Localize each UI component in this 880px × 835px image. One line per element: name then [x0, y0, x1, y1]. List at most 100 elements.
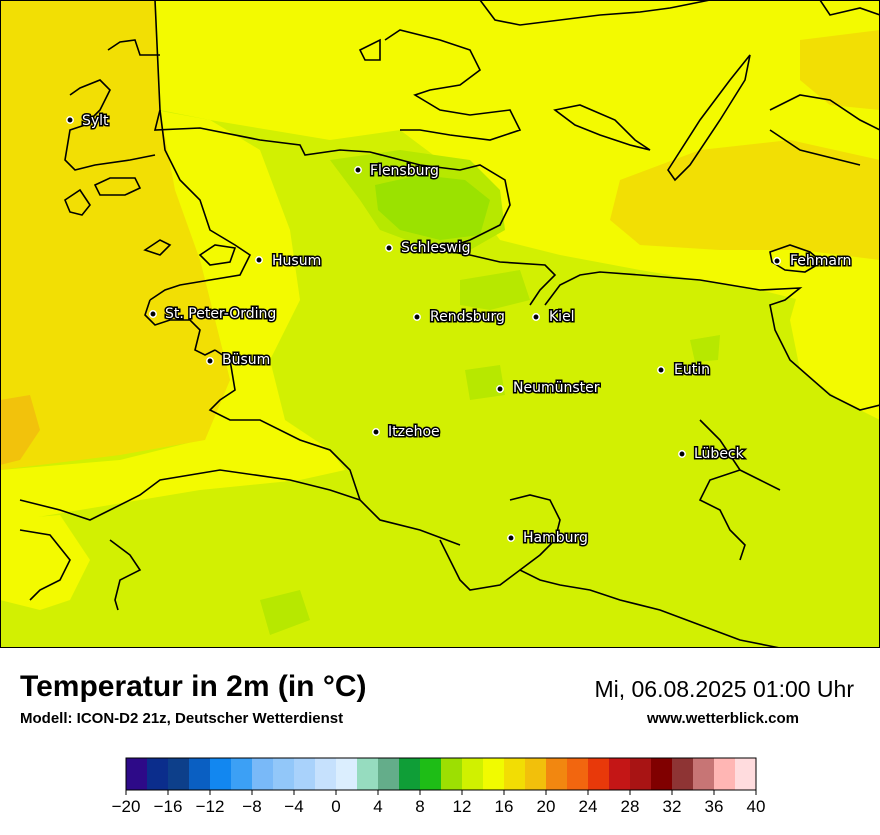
city-label-rendsburg: Rendsburg	[430, 309, 505, 325]
footer: Temperatur in 2m (in °C) Modell: ICON-D2…	[0, 648, 880, 830]
city-rendsburg: Rendsburg	[413, 308, 506, 327]
city-neumuenster: Neumünster	[496, 379, 601, 398]
field-warm-west	[0, 395, 40, 465]
colorbar-swatch	[126, 758, 148, 790]
colorbar-swatch	[168, 758, 190, 790]
coast-pellworm	[143, 239, 172, 256]
temperature-legend: −20 −16 −12 −8 −4 0 4 8 12 16 20 24 28 32 36 40	[0, 748, 880, 830]
field-orange-ne	[800, 30, 880, 110]
colorbar-swatch	[546, 758, 568, 790]
city-buesum: Büsum	[206, 351, 272, 370]
colorbar-swatch	[441, 758, 463, 790]
coast-elbe-south	[19, 529, 142, 611]
border-inner	[509, 494, 561, 571]
city-fehmarn: Fehmarn	[773, 252, 853, 271]
city-label-hamburg: Hamburg	[523, 530, 588, 546]
colorbar-swatch	[147, 758, 169, 790]
colorbar-tick-label: 0	[331, 797, 340, 816]
colorbar-swatch	[357, 758, 379, 790]
coast-nordstrand	[198, 244, 237, 266]
colorbar-swatch	[609, 758, 631, 790]
field-green-east	[690, 335, 720, 362]
colorbar-tick-label: −20	[112, 797, 141, 816]
model-subtitle: Modell: ICON-D2 21z, Deutscher Wetterdie…	[20, 710, 344, 727]
city-label-eutin: Eutin	[674, 362, 710, 378]
city-label-neumuenster: Neumünster	[513, 380, 600, 396]
coastlines	[0, 0, 880, 648]
colorbar-swatch	[567, 758, 589, 790]
field-yellow-east	[790, 275, 880, 420]
coast-foehr	[93, 177, 142, 196]
colorbar-swatch	[504, 758, 526, 790]
colorbar-swatch	[651, 758, 673, 790]
city-eutin: Eutin	[657, 361, 711, 380]
city-label-kiel: Kiel	[549, 309, 575, 325]
city-itzehoe: Itzehoe	[372, 423, 441, 442]
colorbar-swatch	[273, 758, 295, 790]
colorbar-swatch	[420, 758, 442, 790]
coast-mainland-north	[153, 0, 557, 306]
border-sh-mv	[698, 419, 781, 561]
colorbar-swatch	[399, 758, 421, 790]
border-hamburg	[439, 539, 781, 648]
colorbar-border	[125, 757, 757, 791]
colorbar-tick-label: −12	[196, 797, 225, 816]
colorbar-swatch	[588, 758, 610, 790]
coast-sylt	[64, 39, 160, 171]
colorbar-swatch	[672, 758, 694, 790]
coast-kiel-fjord	[544, 271, 880, 411]
city-label-st-peter-ording: St. Peter-Ording	[165, 306, 276, 322]
coast-danish-mainland	[479, 0, 880, 26]
field-yellow-sw	[0, 515, 90, 610]
colorbar-tick-label: 36	[705, 797, 724, 816]
city-markers: Sylt Flensburg Schleswig Husum Fehmarn S…	[66, 112, 853, 548]
coast-amrum	[64, 188, 91, 216]
colorbar-swatch	[189, 758, 211, 790]
coast-lolland	[769, 94, 880, 166]
colorbar-tick-label: −16	[154, 797, 183, 816]
city-label-schleswig: Schleswig	[401, 240, 470, 256]
colorbar-swatch	[252, 758, 274, 790]
colorbar-tick-label: 40	[747, 797, 766, 816]
map-title: Temperatur in 2m (in °C)	[20, 670, 367, 703]
colorbar-swatch	[378, 758, 400, 790]
city-husum: Husum	[255, 252, 323, 271]
coast-eckernfoerde	[384, 29, 522, 141]
colorbar-swatch	[336, 758, 358, 790]
colorbar-swatch	[735, 758, 757, 790]
temperature-map: Sylt Flensburg Schleswig Husum Fehmarn S…	[0, 0, 880, 648]
colorbar-tick-label: −8	[242, 797, 261, 816]
field-green-south	[260, 590, 310, 635]
city-label-husum: Husum	[272, 253, 321, 269]
field-orange-west	[0, 0, 230, 470]
city-label-flensburg: Flensburg	[370, 163, 439, 179]
field-darkgreen-angeln	[375, 175, 490, 240]
colorbar-swatch	[462, 758, 484, 790]
colorbar-tick-label: −4	[284, 797, 303, 816]
field-green-rendsburg	[460, 270, 530, 310]
colorbar-tick-label: 28	[621, 797, 640, 816]
colorbar-swatch	[210, 758, 232, 790]
city-kiel: Kiel	[532, 308, 576, 327]
coast-elbe-north	[19, 469, 361, 521]
coast-als	[358, 38, 381, 61]
city-schleswig: Schleswig	[385, 239, 472, 258]
forecast-datetime: Mi, 06.08.2025 01:00 Uhr	[594, 676, 854, 702]
field-yellow-west	[0, 110, 345, 520]
coast-husum-coast	[149, 109, 252, 301]
coast-dithmarschen	[208, 349, 461, 546]
city-label-sylt: Sylt	[82, 113, 109, 129]
colorbar-swatch	[525, 758, 547, 790]
coast-eiderstedt	[144, 299, 216, 356]
map-canvas: Sylt Flensburg Schleswig Husum Fehmarn S…	[0, 0, 880, 648]
colorbar-swatch	[693, 758, 715, 790]
city-flensburg: Flensburg	[354, 162, 440, 181]
colorbar-tick-label: 4	[373, 797, 382, 816]
city-st-peter-ording: St. Peter-Ording	[149, 305, 278, 324]
city-label-luebeck: Lübeck	[694, 446, 745, 462]
city-label-buesum: Büsum	[222, 352, 270, 368]
colorbar-tick-label: 24	[579, 797, 598, 816]
website-link[interactable]: www.wetterblick.com	[647, 710, 799, 727]
colorbar-tick-label: 16	[495, 797, 514, 816]
city-label-itzehoe: Itzehoe	[388, 424, 440, 440]
